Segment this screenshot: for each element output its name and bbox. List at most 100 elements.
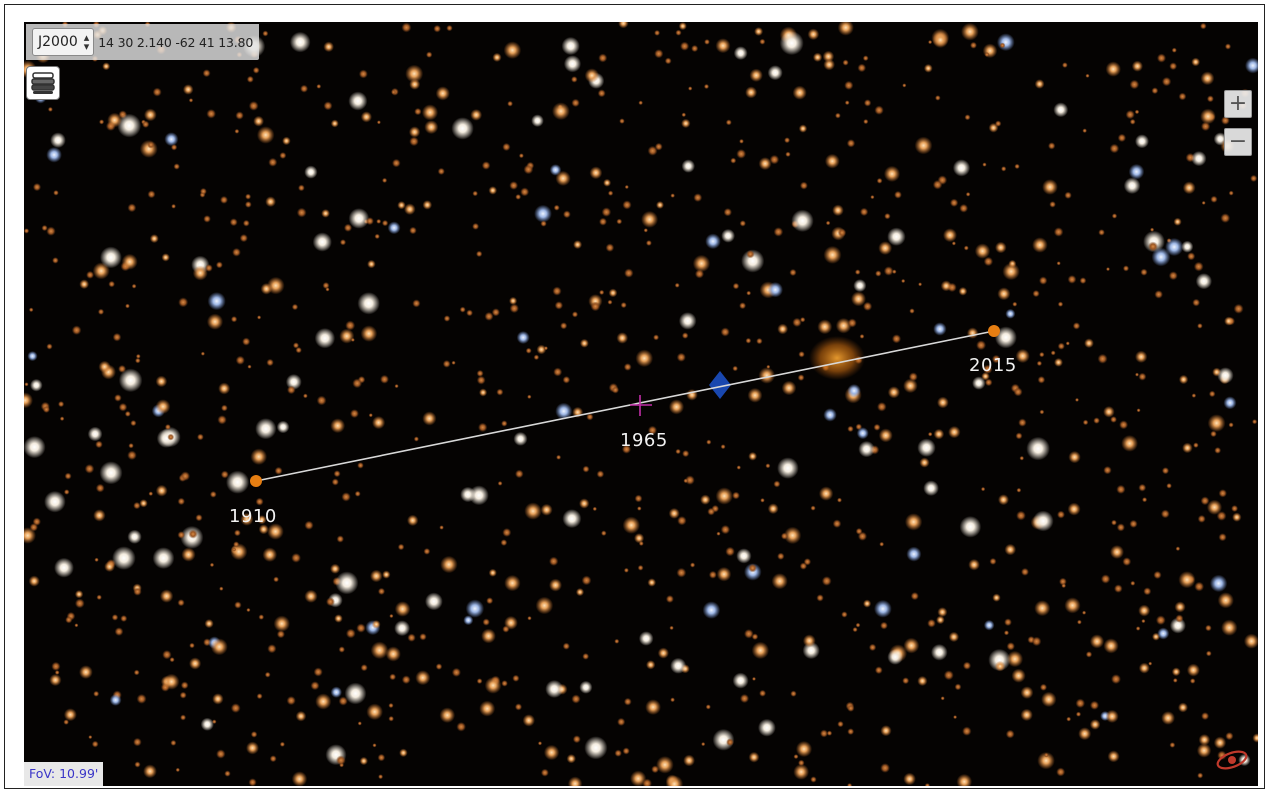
star	[258, 524, 269, 535]
star	[767, 65, 783, 81]
star	[1171, 667, 1181, 677]
star	[847, 728, 855, 735]
star	[746, 290, 752, 296]
star	[1153, 570, 1162, 580]
star	[491, 308, 500, 317]
star	[192, 265, 208, 281]
star	[365, 217, 374, 226]
zoom-out-button[interactable]: −	[1224, 128, 1252, 156]
star	[1206, 95, 1214, 103]
star	[675, 448, 681, 455]
epoch-point-1910[interactable]	[250, 475, 262, 487]
star	[389, 613, 394, 619]
star	[501, 420, 508, 427]
star	[500, 539, 508, 546]
star	[951, 241, 957, 246]
star	[676, 352, 686, 362]
star	[745, 337, 752, 344]
sky-view[interactable]: 1910 1965 2015 J2000 ▴ ▾ 14 30 2.140 -62 …	[24, 22, 1258, 786]
star	[484, 677, 502, 694]
star	[605, 243, 615, 252]
reticle-icon	[630, 395, 652, 416]
star	[802, 634, 816, 648]
star	[267, 523, 284, 540]
star	[914, 136, 933, 155]
star	[777, 457, 799, 479]
star	[552, 102, 570, 121]
star	[279, 152, 287, 159]
star	[46, 226, 56, 236]
star	[732, 365, 738, 372]
star	[720, 327, 730, 337]
star	[863, 599, 872, 608]
star	[209, 562, 215, 568]
star	[573, 240, 583, 250]
star	[789, 268, 797, 277]
star	[330, 418, 346, 434]
star	[46, 343, 53, 350]
star	[1121, 435, 1138, 452]
star	[330, 119, 339, 128]
star	[291, 771, 308, 786]
star	[870, 195, 875, 200]
star	[421, 104, 439, 121]
star	[44, 490, 66, 513]
star	[1110, 416, 1117, 423]
epoch-point-2015[interactable]	[988, 325, 1000, 337]
star	[348, 91, 368, 111]
star	[316, 395, 327, 406]
star	[887, 386, 901, 399]
frame-select[interactable]: J2000 ▴ ▾	[32, 28, 95, 56]
star	[603, 178, 612, 187]
star	[1175, 546, 1181, 551]
zoom-in-button[interactable]: +	[1224, 90, 1252, 118]
star	[451, 667, 461, 678]
star	[553, 367, 563, 377]
star	[956, 773, 973, 786]
star	[24, 228, 30, 234]
star	[268, 157, 278, 167]
star	[232, 247, 241, 257]
star	[1103, 406, 1115, 418]
star	[1039, 276, 1048, 285]
star	[1243, 633, 1258, 649]
star	[903, 637, 920, 654]
star	[832, 204, 844, 217]
star	[1077, 619, 1082, 625]
star	[597, 89, 606, 98]
star	[540, 503, 553, 516]
star	[463, 615, 474, 626]
star	[1089, 719, 1101, 730]
star	[289, 31, 311, 53]
star	[683, 478, 689, 484]
star	[785, 151, 791, 157]
star	[592, 506, 597, 512]
layers-button[interactable]	[26, 66, 60, 100]
star	[777, 552, 785, 560]
star	[749, 68, 763, 82]
star	[368, 413, 373, 418]
star	[1129, 118, 1136, 125]
star	[1217, 367, 1234, 384]
star	[415, 670, 431, 686]
star	[1174, 601, 1186, 613]
star	[686, 389, 698, 401]
star	[614, 638, 620, 644]
star	[388, 715, 395, 722]
star	[823, 245, 842, 264]
star	[590, 301, 601, 312]
star	[167, 433, 175, 441]
star	[360, 664, 368, 672]
star	[863, 99, 872, 107]
star	[654, 29, 661, 36]
star	[540, 768, 549, 777]
star	[357, 292, 380, 315]
star	[195, 514, 203, 522]
star	[963, 245, 969, 251]
star	[1200, 71, 1215, 86]
star	[267, 276, 285, 295]
star	[846, 139, 856, 148]
star	[847, 425, 854, 433]
star	[180, 681, 189, 690]
star	[964, 114, 971, 121]
